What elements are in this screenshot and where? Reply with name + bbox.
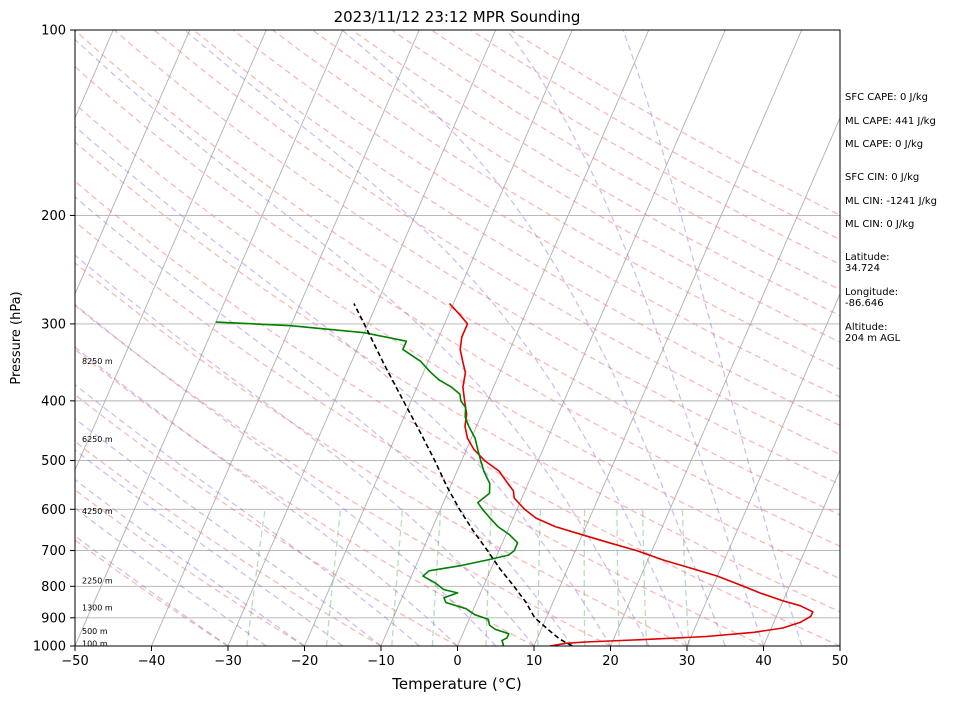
x-tick-label: −40 bbox=[138, 654, 165, 669]
moist-adiabat bbox=[0, 30, 534, 646]
moist-adiabat bbox=[65, 30, 649, 646]
moist-adiabat bbox=[507, 30, 764, 646]
isotherm-line bbox=[0, 30, 190, 646]
y-tick-label: 800 bbox=[41, 580, 66, 595]
ml-cape-label: ML CAPE: 441 J/kg bbox=[845, 116, 955, 127]
x-tick-label: −20 bbox=[291, 654, 318, 669]
height-label: 500 m bbox=[82, 627, 108, 636]
x-tick-label: 30 bbox=[679, 654, 696, 669]
sounding-series-line-0 bbox=[450, 304, 813, 647]
x-tick-label: −10 bbox=[367, 654, 394, 669]
longitude-value: -86.646 bbox=[845, 298, 955, 309]
latitude-value: 34.724 bbox=[845, 263, 955, 274]
sounding-series-line-1 bbox=[216, 322, 518, 646]
ml-cin-label: ML CIN: -1241 J/kg bbox=[845, 196, 955, 207]
latitude-info: Latitude: 34.724 bbox=[845, 252, 955, 274]
latitude-label: Latitude: bbox=[845, 252, 955, 263]
y-axis-label: Pressure (hPa) bbox=[9, 291, 24, 384]
x-tick-label: 10 bbox=[526, 654, 543, 669]
isotherm-line bbox=[152, 30, 420, 646]
isotherm-line bbox=[458, 30, 726, 646]
sfc-cape-label: SFC CAPE: 0 J/kg bbox=[845, 92, 955, 103]
dry-adiabat bbox=[75, 30, 957, 646]
dry-adiabat bbox=[35, 30, 957, 646]
plot-clip-group bbox=[0, 30, 957, 646]
chart-title: 2023/11/12 23:12 MPR Sounding bbox=[334, 8, 581, 26]
height-label: 1300 m bbox=[82, 603, 113, 612]
y-tick-label: 100 bbox=[41, 24, 66, 39]
isotherm-line bbox=[611, 30, 879, 646]
y-tick-label: 300 bbox=[41, 317, 66, 332]
x-tick-label: 20 bbox=[602, 654, 619, 669]
height-label: 2250 m bbox=[82, 577, 113, 586]
sounding-series-line-2 bbox=[354, 304, 572, 647]
moist-adiabat bbox=[0, 30, 572, 646]
isotherm-line bbox=[228, 30, 496, 646]
dry-adiabat bbox=[194, 30, 957, 646]
dry-adiabat bbox=[0, 30, 228, 646]
mixing-ratio-line bbox=[643, 509, 647, 646]
x-tick-label: 0 bbox=[453, 654, 461, 669]
isotherm-line bbox=[381, 30, 649, 646]
height-label: 8250 m bbox=[82, 357, 113, 366]
y-tick-label: 700 bbox=[41, 544, 66, 559]
longitude-info: Longitude: -86.646 bbox=[845, 287, 955, 309]
mixing-ratio-line bbox=[682, 509, 689, 646]
plot-frame bbox=[75, 30, 840, 646]
x-tick-label: 50 bbox=[832, 654, 849, 669]
height-label: 100 m bbox=[82, 639, 108, 648]
altitude-value: 204 m AGL bbox=[845, 333, 955, 344]
moist-adiabat bbox=[0, 30, 611, 646]
mixing-ratio-line bbox=[432, 509, 440, 646]
x-axis-label: Temperature (°C) bbox=[391, 675, 521, 693]
height-label: 6250 m bbox=[82, 435, 113, 444]
x-tick-label: 40 bbox=[755, 654, 772, 669]
x-tick-label: −30 bbox=[214, 654, 241, 669]
sfc-cin-label: SFC CIN: 0 J/kg bbox=[845, 172, 955, 183]
mixing-ratio-line bbox=[617, 509, 619, 646]
moist-adiabat bbox=[0, 30, 228, 646]
x-tick-label: −50 bbox=[61, 654, 88, 669]
y-tick-label: 500 bbox=[41, 454, 66, 469]
y-tick-label: 1000 bbox=[33, 640, 66, 655]
ml-cape-label-2: ML CAPE: 0 J/kg bbox=[845, 139, 955, 150]
dry-adiabat bbox=[0, 30, 610, 646]
height-label: 4250 m bbox=[82, 507, 113, 516]
dry-adiabat bbox=[0, 30, 957, 646]
ml-cin-label-2: ML CIN: 0 J/kg bbox=[845, 219, 955, 230]
dry-adiabat bbox=[0, 30, 534, 646]
longitude-label: Longitude: bbox=[845, 287, 955, 298]
mixing-ratio-line bbox=[327, 509, 341, 646]
mixing-ratio-line bbox=[538, 509, 541, 646]
plot-area: 8250 m 6250 m 4250 m 2250 m 1300 m 500 m 100 m… bbox=[0, 24, 957, 670]
altitude-label: Altitude: bbox=[845, 322, 955, 333]
altitude-info: Altitude: 204 m AGL bbox=[845, 322, 955, 344]
y-tick-label: 400 bbox=[41, 394, 66, 409]
y-tick-label: 600 bbox=[41, 503, 66, 518]
dry-adiabat bbox=[0, 30, 916, 646]
isotherm-line bbox=[534, 30, 802, 646]
y-tick-label: 200 bbox=[41, 209, 66, 224]
y-tick-label: 900 bbox=[41, 611, 66, 626]
mixing-ratio-line bbox=[392, 509, 403, 646]
